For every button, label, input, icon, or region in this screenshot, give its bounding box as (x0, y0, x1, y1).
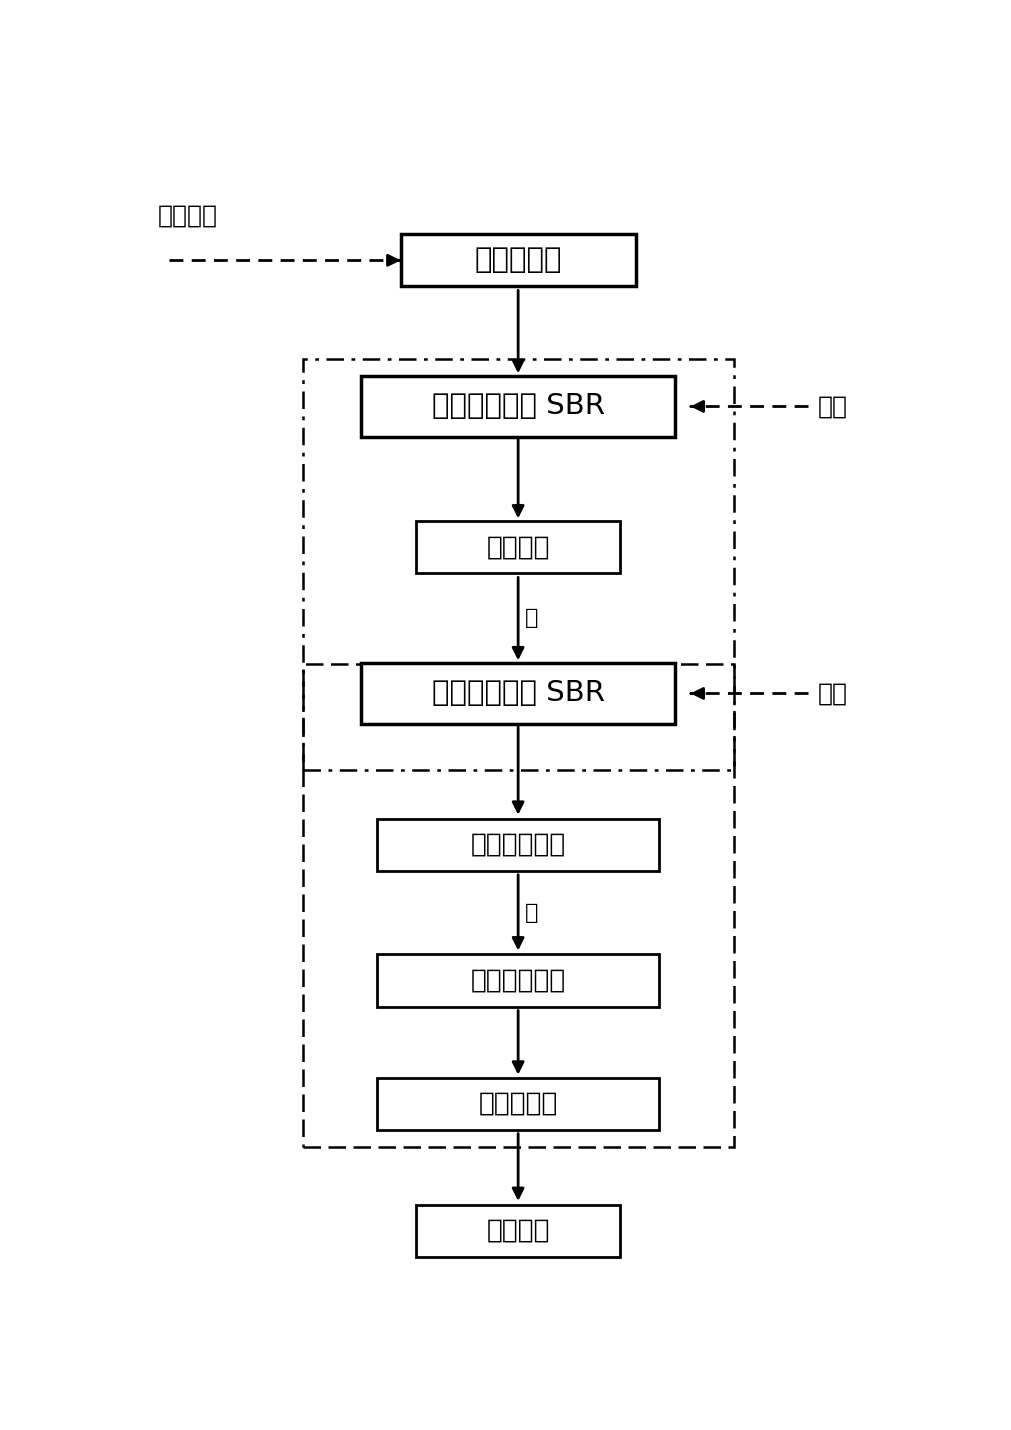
Bar (377, 819, 659, 871)
Bar (417, 522, 620, 573)
Text: 泵入废水: 泵入废水 (158, 204, 217, 227)
Text: 一级间歇曝气 SBR: 一级间歇曝气 SBR (432, 392, 605, 420)
Bar (377, 954, 659, 1007)
Text: 碳源: 碳源 (818, 682, 848, 705)
Bar (302, 664, 734, 1147)
Bar (417, 1205, 620, 1257)
Text: 碳源: 碳源 (818, 395, 848, 419)
Text: 二级间歇曝气 SBR: 二级间歇曝气 SBR (432, 679, 605, 708)
Text: 中间水池: 中间水池 (486, 535, 550, 561)
Text: 泵: 泵 (525, 902, 538, 922)
Text: 混凝沉淀池: 混凝沉淀池 (474, 246, 562, 275)
Text: 达标排放: 达标排放 (486, 1218, 550, 1244)
Text: 膜处理系统: 膜处理系统 (478, 1091, 558, 1117)
Text: 臭氧氧化系统: 臭氧氧化系统 (470, 968, 566, 994)
Text: 生物过滤系统: 生物过滤系统 (470, 832, 566, 858)
Text: 泵: 泵 (525, 608, 538, 628)
Bar (362, 664, 675, 724)
Bar (362, 376, 675, 436)
Bar (400, 235, 636, 286)
Bar (302, 359, 734, 769)
Bar (377, 1078, 659, 1130)
